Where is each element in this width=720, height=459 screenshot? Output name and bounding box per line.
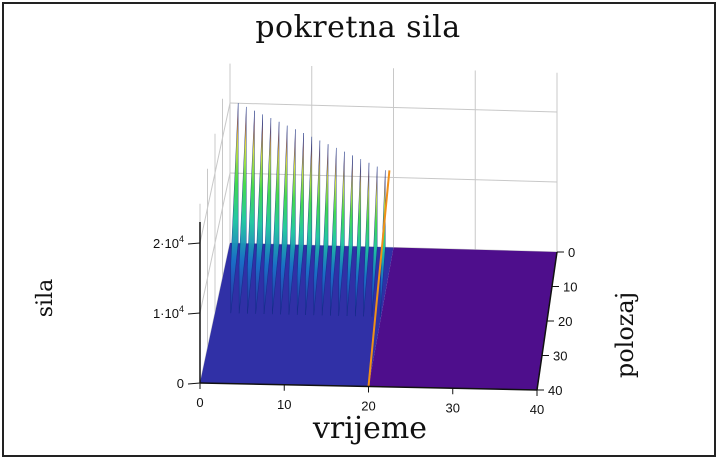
- ridge: [255, 114, 263, 314]
- x-axis-label: vrijeme: [312, 411, 427, 446]
- surface-ridges: [230, 103, 391, 387]
- ridge: [263, 118, 272, 315]
- z-tick-mark: [187, 312, 201, 315]
- ridge: [238, 106, 247, 314]
- x-tick-label: 10: [277, 397, 291, 412]
- ridge: [288, 129, 296, 315]
- x-tick-label: 0: [196, 395, 203, 410]
- y-tick-label: 40: [548, 383, 562, 398]
- chart-title: pokretna sila: [255, 10, 461, 45]
- ridge: [280, 125, 288, 315]
- z-tick-label: 0: [177, 376, 184, 391]
- z-tick-mark: [187, 382, 201, 385]
- x-tick-label: 30: [446, 400, 460, 415]
- z-tick-mark: [187, 242, 201, 245]
- y-tick-label: 10: [563, 280, 577, 295]
- ridge: [230, 103, 239, 314]
- ridge: [363, 162, 370, 317]
- grid-line: [229, 172, 558, 183]
- ridge: [338, 151, 345, 316]
- ridge: [313, 140, 321, 316]
- ridge: [272, 121, 280, 315]
- y-tick-label: 20: [558, 314, 572, 329]
- z-tick-label: 1·104: [153, 304, 184, 321]
- z-axis-label: sila: [33, 279, 58, 317]
- ridge: [355, 159, 361, 317]
- axes: 0 10 20 30 40 0 10 20 30 40 0 1·104 2·104: [153, 222, 577, 417]
- ridge: [247, 110, 255, 314]
- surface-floor: [200, 243, 557, 390]
- ridge: [330, 147, 337, 316]
- x-tick-label: 20: [361, 399, 375, 414]
- z-tick-label: 2·104: [153, 234, 184, 251]
- ridge: [346, 155, 353, 317]
- y-tick-label: 30: [553, 349, 567, 364]
- y-tick-label: 0: [568, 245, 575, 260]
- ridge: [305, 136, 312, 316]
- ridge: [297, 132, 304, 315]
- ridge-front-edge: [367, 170, 391, 387]
- x-tick-label: 40: [530, 402, 544, 417]
- y-axis-label: polozaj: [611, 292, 639, 378]
- grid-line: [229, 102, 558, 113]
- ridge: [321, 144, 329, 316]
- floor-late: [368, 247, 557, 390]
- ridge: [371, 166, 378, 317]
